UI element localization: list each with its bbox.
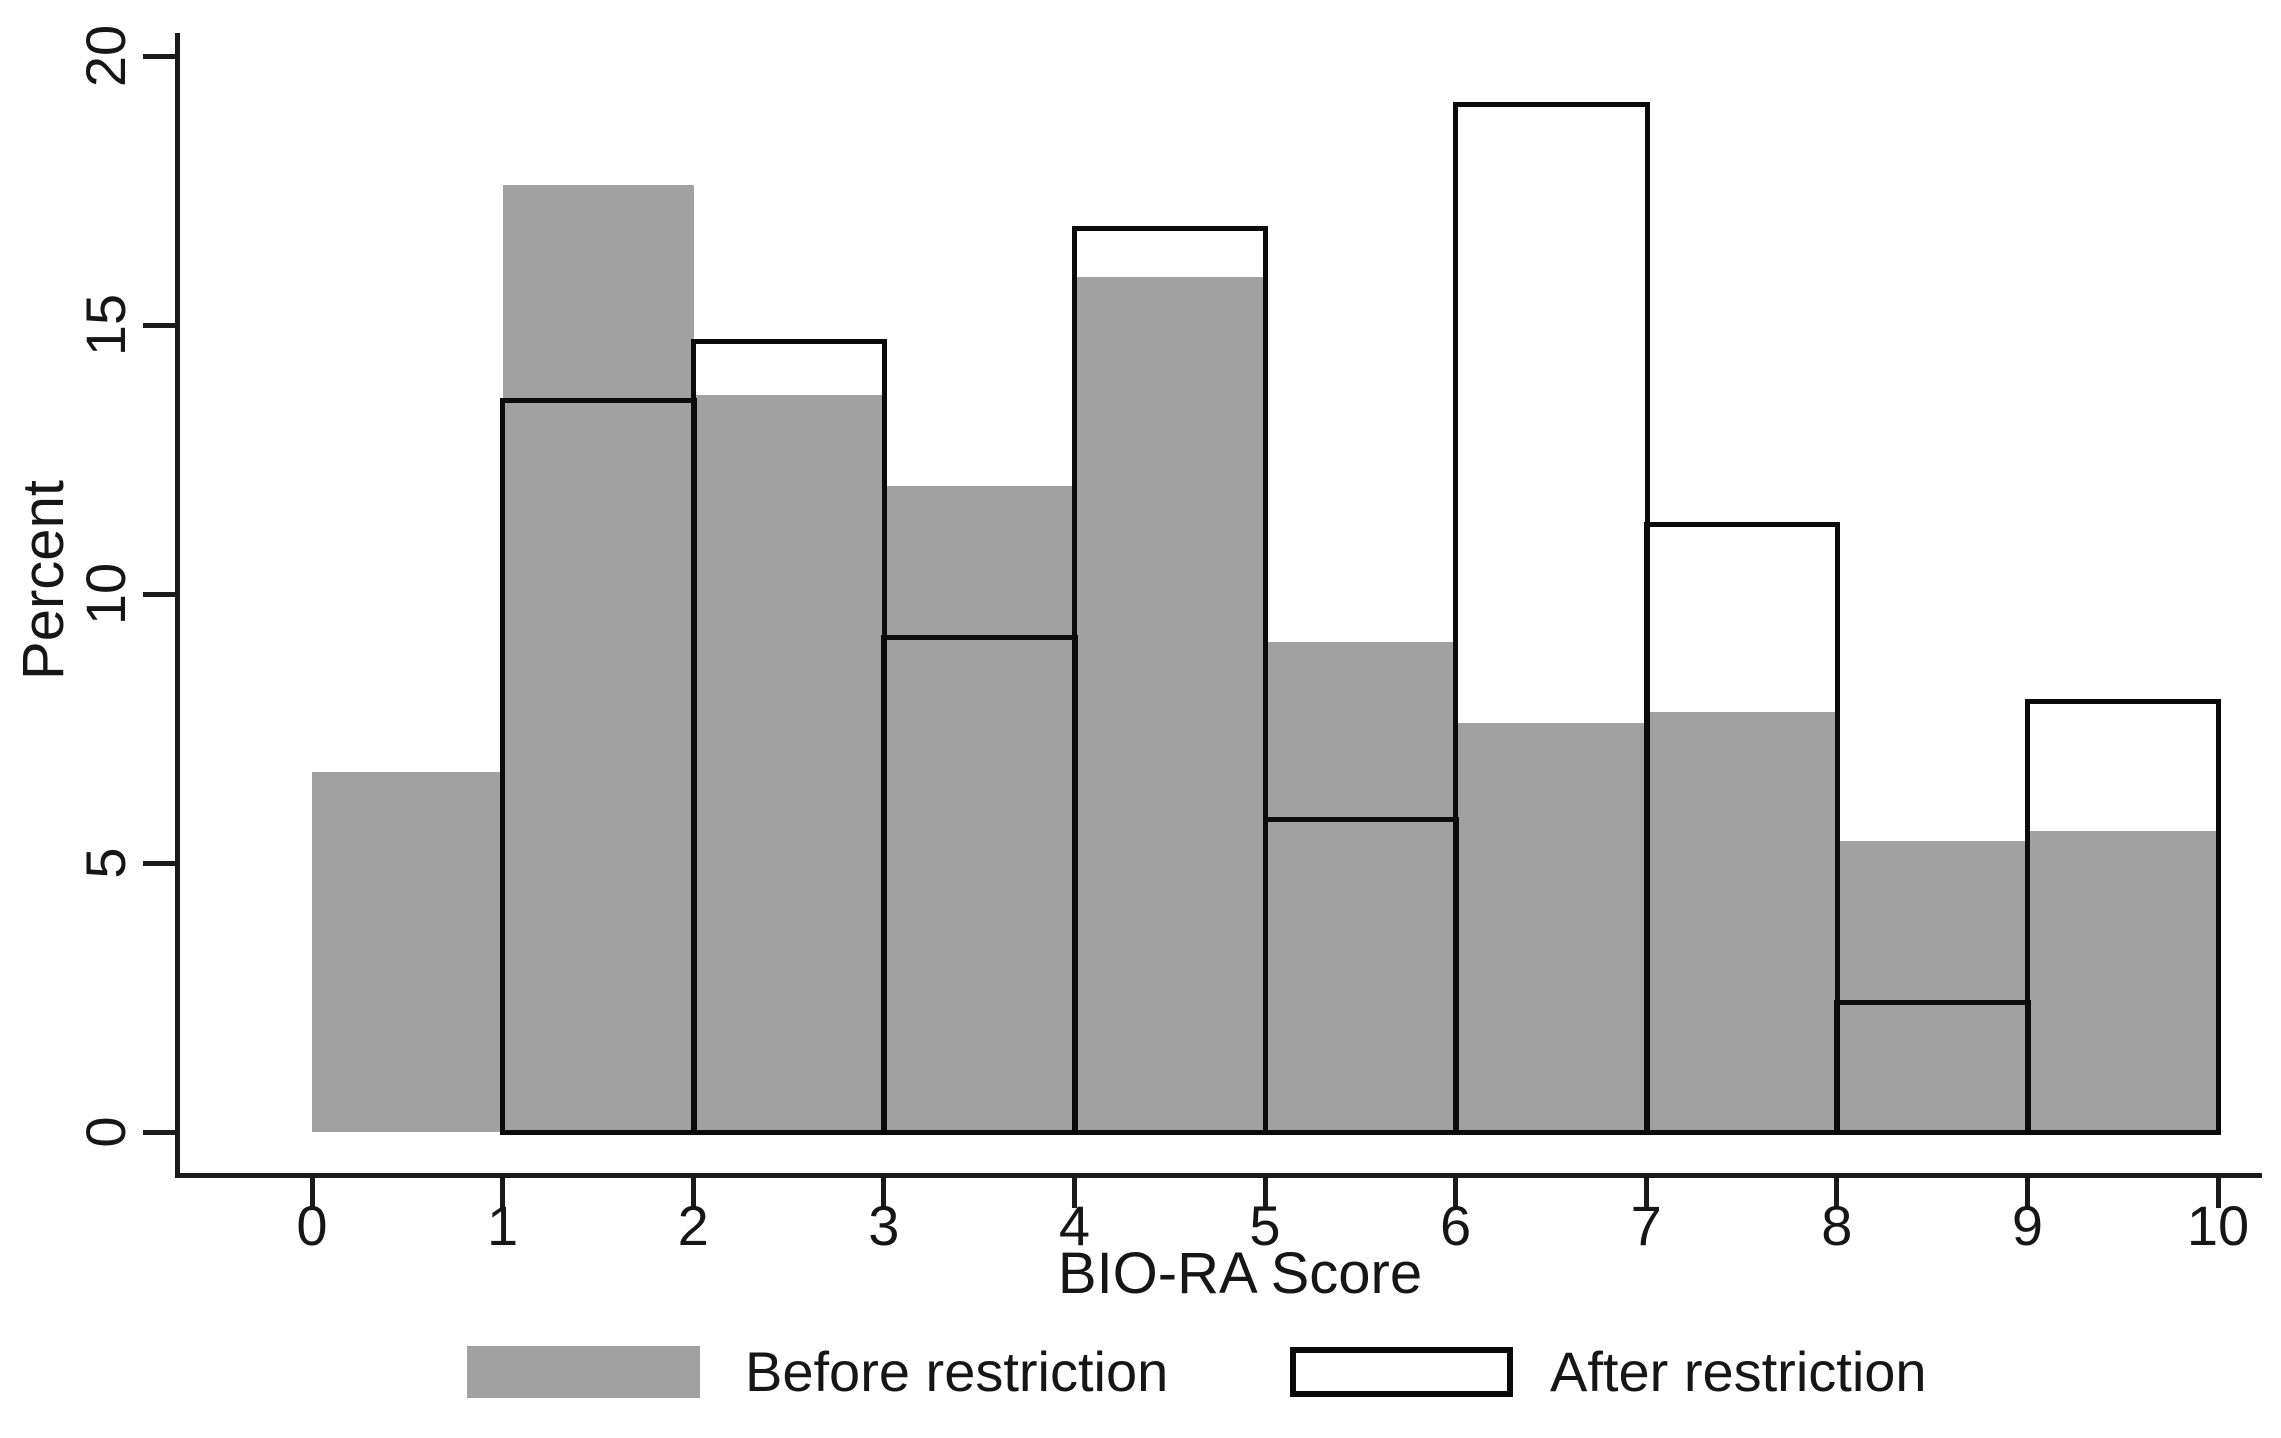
bar-before-restriction-bin-7 xyxy=(1646,712,1838,1132)
x-tick-label-9: 9 xyxy=(2011,1194,2043,1257)
y-tick-label-0: 0 xyxy=(74,1116,137,1148)
y-tick-10 xyxy=(143,591,178,597)
x-tick-8 xyxy=(1834,1173,1840,1208)
x-tick-label-6: 6 xyxy=(1440,1194,1472,1257)
x-tick-label-5: 5 xyxy=(1249,1194,1281,1257)
y-tick-label-10: 10 xyxy=(74,562,137,626)
y-tick-20 xyxy=(143,53,178,59)
bar-after-restriction-bin-8 xyxy=(1834,1000,2031,1135)
x-tick-6 xyxy=(1453,1173,1459,1208)
y-tick-5 xyxy=(143,860,178,866)
x-tick-label-2: 2 xyxy=(677,1194,709,1257)
x-tick-3 xyxy=(881,1173,887,1208)
y-axis-line xyxy=(175,33,180,1178)
bar-after-restriction-bin-1 xyxy=(500,397,697,1135)
bar-before-restriction-bin-2 xyxy=(693,394,885,1132)
x-tick-label-3: 3 xyxy=(868,1194,900,1257)
bar-before-restriction-bin-6 xyxy=(1455,723,1648,1132)
legend-label-before-restriction: Before restriction xyxy=(745,1340,1169,1403)
legend-swatch-before-restriction xyxy=(467,1346,700,1398)
bar-before-restriction-bin-4 xyxy=(1074,276,1266,1132)
x-tick-2 xyxy=(690,1173,696,1208)
legend-swatch-after-restriction xyxy=(1290,1347,1513,1397)
bar-after-restriction-bin-2 xyxy=(690,338,888,1135)
bar-after-restriction-bin-7 xyxy=(1643,521,1841,1135)
x-tick-label-8: 8 xyxy=(1821,1194,1853,1257)
legend-label-after-restriction: After restriction xyxy=(1550,1340,1927,1403)
x-tick-9 xyxy=(2024,1173,2030,1208)
x-tick-label-4: 4 xyxy=(1058,1194,1090,1257)
y-axis-title: Percent xyxy=(11,480,76,680)
x-tick-5 xyxy=(1262,1173,1268,1208)
y-tick-label-15: 15 xyxy=(74,293,137,357)
x-axis-line xyxy=(175,1173,2262,1178)
bar-after-restriction-bin-3 xyxy=(881,634,1078,1135)
bar-before-restriction-bin-8 xyxy=(1836,841,2029,1132)
bar-before-restriction-bin-3 xyxy=(883,486,1076,1132)
x-tick-label-10: 10 xyxy=(2186,1194,2250,1257)
bar-after-restriction-bin-5 xyxy=(1262,817,1460,1135)
bar-after-restriction-bin-4 xyxy=(1071,225,1269,1135)
x-tick-label-7: 7 xyxy=(1630,1194,1662,1257)
x-axis-title: BIO-RA Score xyxy=(1057,1241,1423,1306)
y-tick-label-20: 20 xyxy=(74,24,137,88)
bar-before-restriction-bin-1 xyxy=(502,185,695,1132)
y-tick-15 xyxy=(143,322,178,328)
y-tick-0 xyxy=(143,1129,178,1135)
x-tick-label-0: 0 xyxy=(296,1194,328,1257)
bar-after-restriction-bin-9 xyxy=(2024,699,2222,1135)
y-tick-label-5: 5 xyxy=(74,847,137,879)
bar-before-restriction-bin-0 xyxy=(312,771,504,1132)
bar-after-restriction-bin-6 xyxy=(1453,101,1650,1135)
x-tick-4 xyxy=(1071,1173,1077,1208)
bar-before-restriction-bin-5 xyxy=(1265,642,1457,1132)
bar-before-restriction-bin-9 xyxy=(2027,830,2219,1132)
x-tick-0 xyxy=(309,1173,315,1208)
x-tick-7 xyxy=(1643,1173,1649,1208)
x-tick-10 xyxy=(2215,1173,2221,1208)
x-tick-1 xyxy=(500,1173,506,1208)
x-tick-label-1: 1 xyxy=(487,1194,519,1257)
